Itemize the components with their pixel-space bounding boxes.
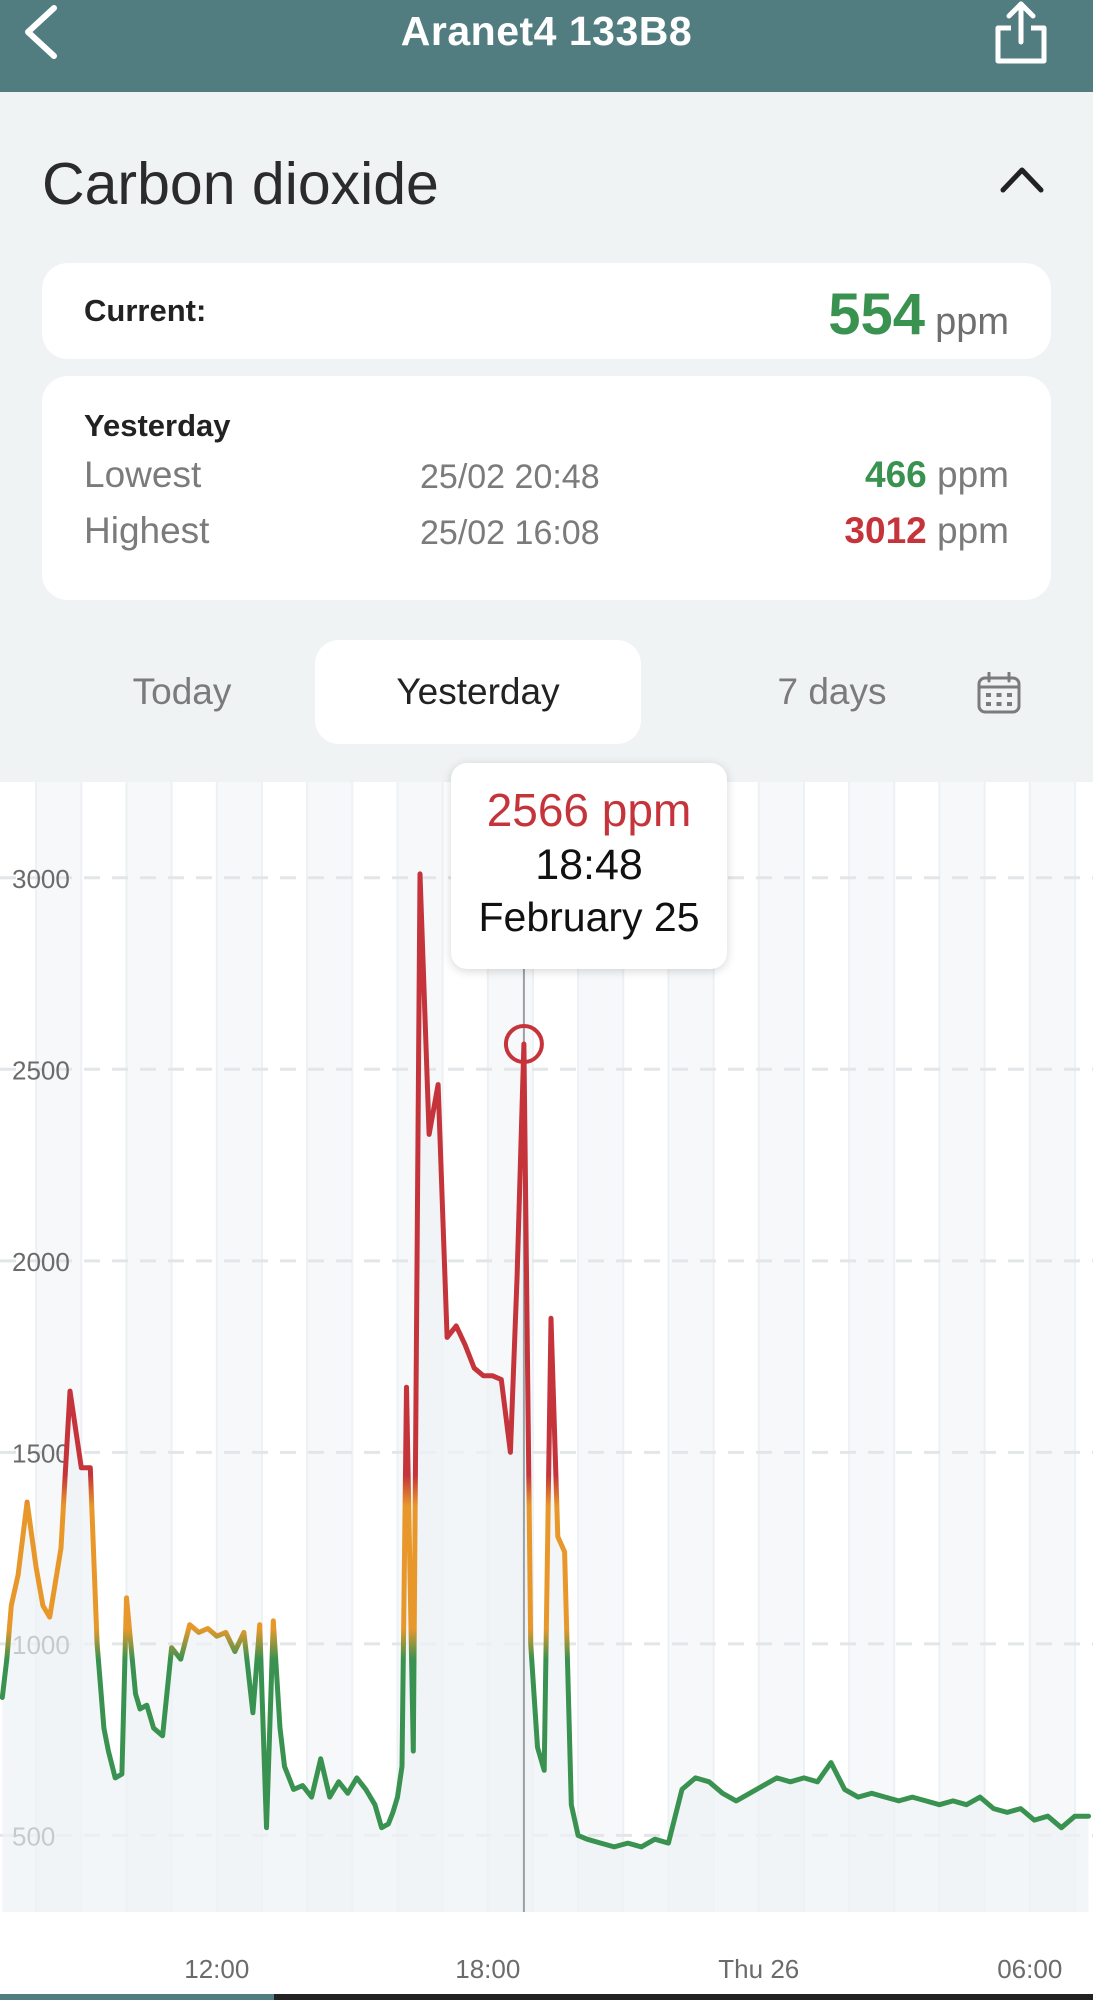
lowest-row: Lowest 25/02 20:48 466 ppm — [84, 454, 1009, 504]
lowest-time: 25/02 20:48 — [420, 458, 600, 496]
highest-value-group: 3012 ppm — [844, 510, 1009, 552]
co2-series-line — [0, 871, 1091, 1850]
chevron-up-icon[interactable] — [999, 164, 1045, 194]
period-tabs: Today Yesterday 7 days — [42, 640, 1051, 744]
y-tick-label: 2500 — [12, 1055, 70, 1085]
highest-time: 25/02 16:08 — [420, 514, 600, 552]
hour-band — [939, 782, 985, 1912]
tooltip-date: February 25 — [478, 894, 700, 940]
lowest-value: 466 — [865, 454, 927, 495]
current-unit: ppm — [935, 301, 1009, 343]
x-tick-label: 18:00 — [455, 1954, 520, 1984]
y-tick-label: 2000 — [12, 1247, 70, 1277]
tab-7-days[interactable]: 7 days — [777, 671, 887, 712]
calendar-icon[interactable] — [977, 672, 1021, 714]
tab-today[interactable]: Today — [132, 671, 232, 712]
lowest-label: Lowest — [84, 454, 202, 495]
tab-yesterday[interactable]: Yesterday — [315, 640, 641, 744]
x-tick-label: 06:00 — [997, 1954, 1062, 1984]
hour-band — [578, 782, 624, 1912]
stats-heading: Yesterday — [84, 408, 231, 443]
x-tick-label: 12:00 — [184, 1954, 249, 1984]
highest-label: Highest — [84, 510, 210, 551]
x-tick-label: Thu 26 — [718, 1954, 799, 1984]
hour-band — [1029, 782, 1075, 1912]
current-value: 554 — [828, 282, 926, 347]
share-icon[interactable] — [993, 0, 1049, 66]
selected-point-marker[interactable] — [503, 1024, 544, 1065]
stats-card: Yesterday Lowest 25/02 20:48 466 ppm Hig… — [42, 376, 1051, 600]
page-title: Aranet4 133B8 — [400, 8, 693, 54]
scroll-indicator — [0, 1994, 1093, 2000]
top-bar: Aranet4 133B8 — [0, 0, 1093, 92]
chart-tooltip: 2566 ppm 18:48 February 25 — [451, 763, 727, 969]
tooltip-value: 2566 ppm — [486, 784, 692, 836]
y-tick-label: 3000 — [12, 864, 70, 894]
section-title: Carbon dioxide — [42, 151, 439, 217]
tooltip-time: 18:48 — [535, 841, 643, 889]
hour-band — [668, 782, 714, 1912]
current-reading-card: Current: 554 ppm — [42, 263, 1051, 359]
highest-unit: ppm — [937, 510, 1009, 551]
hour-band — [307, 782, 353, 1912]
chevron-left-icon[interactable] — [18, 2, 68, 62]
current-label: Current: — [84, 293, 207, 328]
lowest-value-group: 466 ppm — [865, 454, 1009, 496]
current-value-group: 554 ppm — [828, 281, 1009, 348]
highest-row: Highest 25/02 16:08 3012 ppm — [84, 510, 1009, 560]
hour-band — [758, 782, 804, 1912]
y-tick-label: 1500 — [12, 1438, 70, 1468]
scroll-thumb — [0, 1994, 274, 2000]
hour-band — [849, 782, 895, 1912]
highest-value: 3012 — [844, 510, 927, 551]
lowest-unit: ppm — [937, 454, 1009, 495]
